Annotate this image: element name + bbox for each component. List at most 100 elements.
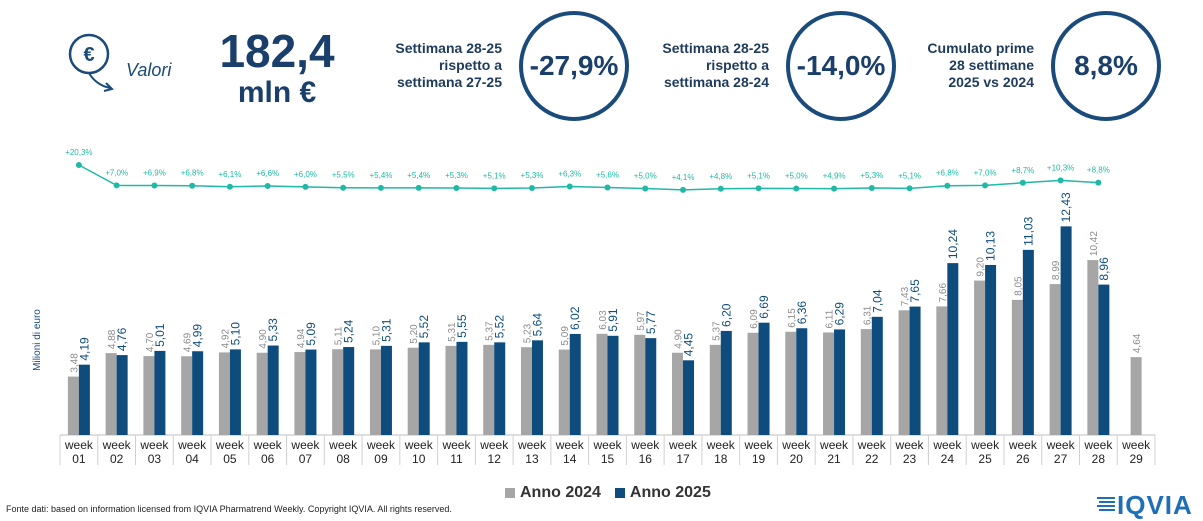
growth-point [982, 182, 989, 189]
category-label: 09 [374, 452, 388, 466]
category-label: week [932, 438, 962, 452]
data-label-2024: 4,69 [183, 332, 194, 352]
category-label: 04 [185, 452, 199, 466]
growth-label: +7,0% [974, 168, 997, 177]
growth-label: +8,7% [1011, 166, 1034, 175]
data-label-2024: 4,70 [145, 332, 156, 352]
bar-2024 [747, 332, 759, 435]
bar-2024 [105, 353, 117, 435]
growth-point [868, 185, 875, 192]
growth-label: +4,1% [672, 173, 695, 182]
category-label: week [1121, 438, 1151, 452]
growth-label: +5,3% [521, 171, 544, 180]
growth-label: +6,6% [256, 169, 279, 178]
bar-2025 [343, 347, 355, 435]
data-source: Fonte dati: based on information license… [6, 504, 452, 514]
data-label-2024: 6,15 [787, 308, 798, 328]
data-label-2025: 4,45 [682, 333, 696, 357]
data-label-2024: 6,11 [825, 309, 836, 328]
y-axis-label: Milioni di euro [32, 309, 43, 371]
category-label: 27 [1054, 452, 1068, 466]
data-label-2025: 5,09 [304, 322, 318, 346]
category-label: 10 [412, 452, 426, 466]
category-label: 24 [941, 452, 955, 466]
bar-2024 [823, 332, 835, 435]
growth-point [1095, 179, 1102, 186]
category-label: week [441, 438, 471, 452]
data-label-2024: 5,37 [485, 321, 496, 341]
iqvia-logo: IQVIA [1117, 490, 1193, 520]
data-label-2025: 5,64 [530, 313, 544, 337]
category-label: week [668, 438, 698, 452]
bar-2025 [796, 328, 808, 435]
bar-2024 [445, 345, 457, 435]
growth-point [415, 184, 422, 191]
data-label-2025: 6,36 [795, 301, 809, 325]
growth-label: +6,3% [558, 169, 581, 178]
category-label: week [630, 438, 660, 452]
bar-2024 [294, 352, 306, 435]
bar-2024 [1130, 357, 1142, 435]
data-label-2024: 5,09 [560, 326, 571, 346]
category-label: week [895, 438, 925, 452]
kpi-box1-text: Settimana 28-25 rispetto a settimana 27-… [395, 40, 502, 90]
bar-2024 [143, 356, 155, 435]
kpi-box3-text: Cumulato prime 28 settimane 2025 vs 2024 [927, 40, 1034, 90]
data-label-2025: 5,01 [153, 323, 167, 347]
growth-point [302, 183, 309, 190]
category-label: week [857, 438, 887, 452]
data-label-2025: 4,19 [77, 337, 91, 361]
data-label-2025: 6,20 [719, 303, 733, 327]
bar-2024 [483, 344, 495, 435]
data-label-2025: 4,99 [191, 324, 205, 348]
data-label-2024: 9,20 [976, 257, 987, 277]
category-label: week [328, 438, 358, 452]
category-label: 22 [865, 452, 879, 466]
bar-2025 [305, 349, 317, 435]
data-label-2025: 7,04 [870, 289, 884, 313]
category-label: 14 [563, 452, 577, 466]
bar-2024 [218, 352, 230, 435]
category-label: week [781, 438, 811, 452]
data-label-2024: 4,94 [296, 328, 307, 348]
category-label: 26 [1016, 452, 1030, 466]
growth-point [453, 185, 460, 192]
growth-label: +8,8% [1087, 166, 1110, 175]
legend-item-2025: Anno 2025 [614, 484, 711, 502]
kpi-box1-circle: -27,9% [519, 11, 629, 121]
data-label-2025: 5,31 [379, 318, 393, 342]
category-label: 11 [450, 452, 463, 466]
data-label-2025: 6,29 [833, 302, 847, 326]
total-unit: mln € [237, 76, 317, 109]
category-label: 08 [337, 452, 351, 466]
data-label-2024: 5,10 [371, 325, 382, 345]
category-label: week [1046, 438, 1076, 452]
bar-2025 [380, 345, 392, 435]
growth-point [264, 183, 271, 190]
growth-point [151, 182, 158, 189]
category-label: 15 [601, 452, 615, 466]
category-label: 16 [639, 452, 653, 466]
bar-2025 [947, 263, 959, 435]
bar-2024 [67, 376, 79, 435]
category-label: week [177, 438, 207, 452]
growth-point [793, 185, 800, 192]
data-label-2025: 5,24 [342, 319, 356, 343]
category-label: 03 [148, 452, 162, 466]
category-label: week [366, 438, 396, 452]
category-label: 18 [714, 452, 728, 466]
category-label: week [1083, 438, 1113, 452]
growth-point [717, 185, 724, 192]
data-label-2024: 6,03 [598, 310, 609, 330]
growth-point [226, 183, 233, 190]
euro-down-icon: € [68, 33, 114, 92]
growth-label: +5,6% [596, 171, 619, 180]
bar-2024 [898, 310, 910, 435]
bar-2025 [154, 350, 166, 435]
bar-2024 [634, 334, 646, 435]
data-label-2024: 5,37 [711, 321, 722, 341]
growth-label: +5,0% [634, 171, 657, 180]
growth-label: +5,3% [860, 171, 883, 180]
data-label-2025: 5,55 [455, 314, 469, 338]
growth-point [377, 184, 384, 191]
